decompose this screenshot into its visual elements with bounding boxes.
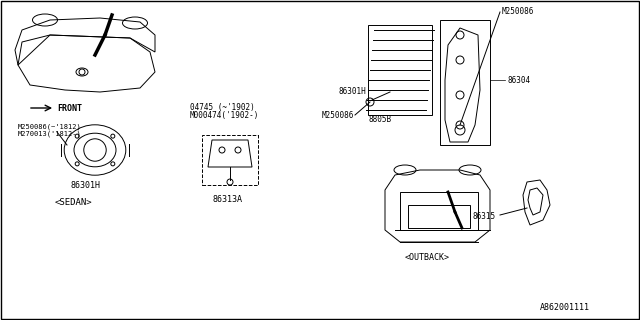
Text: 86304: 86304: [507, 76, 530, 85]
Text: FRONT: FRONT: [57, 104, 82, 113]
Text: 04745 (~'1902): 04745 (~'1902): [190, 103, 255, 112]
Text: M270013('1812-): M270013('1812-): [18, 130, 82, 137]
Text: M250086(~'1812): M250086(~'1812): [18, 123, 82, 130]
Text: 86315: 86315: [472, 212, 495, 221]
Text: A862001111: A862001111: [540, 303, 590, 312]
Text: 86313A: 86313A: [212, 195, 242, 204]
Text: M250086: M250086: [322, 111, 355, 120]
Text: 86301H: 86301H: [70, 181, 100, 190]
Text: <SEDAN>: <SEDAN>: [55, 198, 93, 207]
Text: M250086: M250086: [502, 7, 534, 16]
Text: M000474('1902-): M000474('1902-): [190, 111, 259, 120]
Text: 86301H: 86301H: [338, 87, 365, 96]
Text: <OUTBACK>: <OUTBACK>: [405, 253, 450, 262]
Text: 8805B: 8805B: [368, 115, 391, 124]
